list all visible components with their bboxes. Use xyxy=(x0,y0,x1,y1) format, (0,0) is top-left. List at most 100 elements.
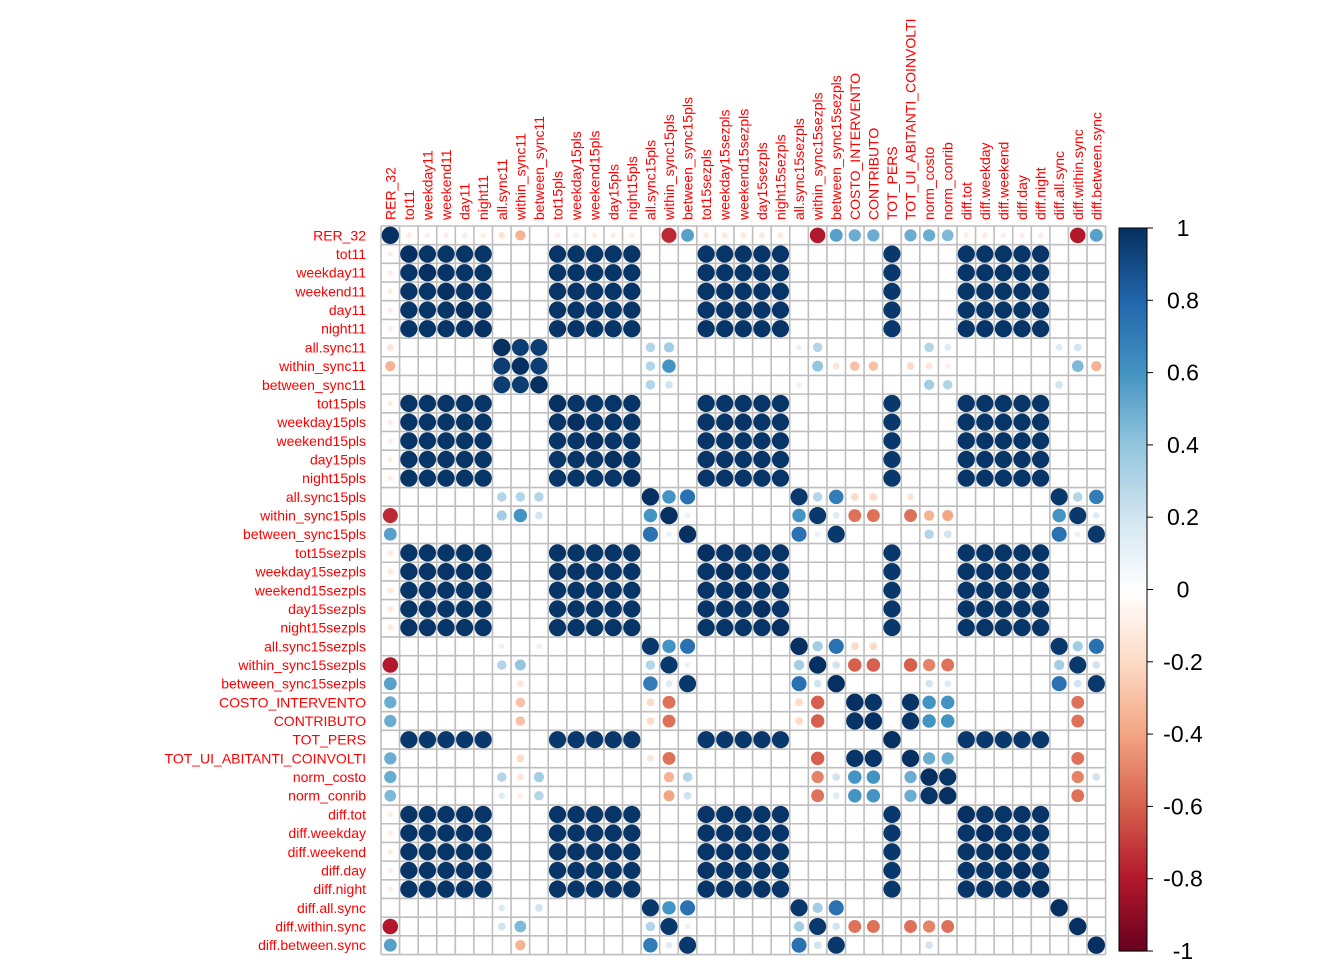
correlation-circle-all.sync11-night15pls xyxy=(630,345,634,350)
correlation-circle-diff.day-within_sync15sezpls xyxy=(816,868,820,873)
correlation-circles xyxy=(381,226,1106,954)
correlation-circle-diff.day-night15pls xyxy=(623,861,641,880)
row-label-day15pls: day15pls xyxy=(310,452,366,468)
correlation-circle-night15pls-weekday11 xyxy=(418,469,437,487)
correlation-circle-day15sezpls-diff.weekday xyxy=(976,600,994,618)
correlation-circle-diff.within.sync-tot11 xyxy=(407,924,411,929)
column-label-CONTRIBUTO: CONTRIBUTO xyxy=(865,128,881,220)
correlation-circle-weekday11-diff.weekend xyxy=(994,264,1013,282)
correlation-circle-weekday15pls-tot15sezpls xyxy=(697,413,715,431)
colorbar-segment xyxy=(1119,875,1147,880)
correlation-circle-weekday15sezpls-all.sync15sezpls xyxy=(797,569,801,574)
colorbar-segment xyxy=(1119,618,1147,623)
correlation-circle-CONTRIBUTO-all.sync11 xyxy=(500,719,504,723)
column-label-night15sezpls: night15sezpls xyxy=(772,134,788,220)
colorbar-segment xyxy=(1119,249,1147,254)
correlation-circle-tot11-night11 xyxy=(474,245,492,263)
colorbar-segment xyxy=(1119,596,1147,601)
correlation-circle-day15pls-diff.night xyxy=(1031,450,1050,469)
correlation-circle-diff.weekday-diff.all.sync xyxy=(1057,831,1061,835)
column-label-weekday15sezpls: weekday15sezpls xyxy=(717,109,733,221)
correlation-circle-day11-tot15pls xyxy=(548,301,567,319)
correlation-circle-diff.between.sync-night15pls xyxy=(630,943,634,947)
correlation-circle-CONTRIBUTO-norm_costo xyxy=(922,714,936,728)
correlation-circle-between_sync15sezpls-diff.all.sync xyxy=(1051,676,1067,692)
correlation-circle-between_sync15sezpls-between_sync15pls xyxy=(679,675,697,693)
correlation-circle-weekend11-diff.night xyxy=(1031,282,1050,300)
correlation-circle-TOT_UI_ABITANTI_COINVOLTI-diff.between.sync xyxy=(1094,756,1098,760)
correlation-circle-weekday15pls-diff.day xyxy=(1013,413,1031,431)
correlation-circle-tot15sezpls-weekend15pls xyxy=(586,544,604,562)
correlation-circle-within_sync11-day15sezpls xyxy=(760,364,764,368)
correlation-circle-night15pls-tot15pls xyxy=(548,469,567,487)
colorbar-segment xyxy=(1119,600,1147,605)
correlation-circle-all.sync15pls-diff.weekday xyxy=(983,495,987,499)
correlation-circle-weekend15pls-tot15pls xyxy=(548,432,567,450)
correlation-circle-tot15sezpls-norm_costo xyxy=(927,551,931,555)
column-label-TOT_UI_ABITANTI_COINVOLTI: TOT_UI_ABITANTI_COINVOLTI xyxy=(903,19,919,220)
correlation-circle-weekday11-tot15pls xyxy=(548,264,567,282)
correlation-circle-diff.within.sync-between_sync15pls xyxy=(684,923,691,930)
correlation-circle-weekday11-night11 xyxy=(474,264,492,282)
correlation-circle-COSTO_INTERVENTO-within_sync15sezpls xyxy=(810,695,825,710)
correlation-circle-within_sync15sezpls-norm_conrib xyxy=(941,658,955,672)
correlation-circle-all.sync15sezpls-diff.between.sync xyxy=(1088,638,1104,654)
correlation-circle-night15sezpls-diff.between.sync xyxy=(1094,626,1098,630)
correlation-circle-between_sync15sezpls-diff.weekday xyxy=(983,682,987,686)
correlation-circle-diff.tot-diff.tot xyxy=(957,805,975,824)
correlation-circle-diff.weekday-between_sync15sezpls xyxy=(834,831,838,835)
correlation-circle-diff.weekday-diff.weekend xyxy=(994,824,1013,842)
correlation-circle-weekday11-diff.tot xyxy=(957,264,975,282)
colorbar-segment xyxy=(1119,589,1147,594)
correlation-circle-diff.tot-diff.day xyxy=(1013,805,1031,824)
correlation-circle-TOT_PERS-diff.all.sync xyxy=(1057,738,1061,742)
colorbar-segment xyxy=(1119,755,1147,760)
colorbar-segment xyxy=(1119,376,1147,381)
colorbar-segment xyxy=(1119,228,1147,233)
colorbar-segment xyxy=(1119,752,1147,757)
correlation-circle-between_sync15sezpls-weekend11 xyxy=(444,682,448,686)
correlation-circle-norm_conrib-norm_conrib xyxy=(939,787,957,805)
correlation-circle-all.sync11-CONTRIBUTO xyxy=(871,345,875,350)
correlation-circle-diff.all.sync-RER_32 xyxy=(388,906,392,910)
correlation-circle-diff.within.sync-day15pls xyxy=(611,924,615,929)
correlation-circle-tot15sezpls-diff.tot xyxy=(957,544,975,562)
colorbar-segment xyxy=(1119,922,1147,927)
correlation-circle-TOT_UI_ABITANTI_COINVOLTI-day15pls xyxy=(611,756,615,760)
column-label-between_sync11: between_sync11 xyxy=(531,116,547,220)
correlation-circle-night15pls-diff.all.sync xyxy=(1057,476,1061,480)
correlation-circle-diff.night-COSTO_INTERVENTO xyxy=(853,887,857,891)
correlation-circle-day11-all.sync15pls xyxy=(648,308,653,312)
correlation-circle-between_sync15sezpls-within_sync11 xyxy=(516,680,524,688)
correlation-circle-all.sync11-within_sync15sezpls xyxy=(812,342,823,353)
correlation-circle-weekend15pls-within_sync11 xyxy=(518,439,522,443)
correlation-circle-all.sync15pls-diff.all.sync xyxy=(1050,488,1068,506)
correlation-circle-within_sync11-night15sezpls xyxy=(778,364,783,368)
correlation-circle-diff.tot-TOT_UI_ABITANTI_COINVOLTI xyxy=(908,812,913,817)
correlation-circle-diff.weekday-night15pls xyxy=(623,824,641,842)
correlation-circle-diff.tot-norm_costo xyxy=(927,812,931,817)
correlation-circle-between_sync15sezpls-night15sezpls xyxy=(778,682,783,686)
row-label-diff.weekend: diff.weekend xyxy=(288,844,366,860)
correlation-circle-diff.all.sync-norm_costo xyxy=(927,906,931,910)
correlation-circle-weekday15pls-weekday15pls xyxy=(567,413,585,431)
correlation-circle-between_sync11-weekend15sezpls xyxy=(741,383,745,387)
correlation-circle-weekend11-norm_costo xyxy=(927,289,931,293)
correlation-circle-TOT_PERS-weekday15sezpls xyxy=(716,731,734,749)
correlation-circle-diff.within.sync-RER_32 xyxy=(382,918,399,935)
correlation-circle-norm_costo-night11 xyxy=(481,775,485,779)
correlation-circle-night15pls-TOT_UI_ABITANTI_COINVOLTI xyxy=(908,476,913,480)
correlation-circle-day15pls-CONTRIBUTO xyxy=(871,457,875,462)
correlation-circle-tot15pls-day15sezpls xyxy=(753,394,771,413)
correlation-circle-weekend11-TOT_UI_ABITANTI_COINVOLTI xyxy=(908,289,913,293)
correlation-circle-diff.all.sync-night11 xyxy=(481,906,485,910)
correlation-circle-between_sync11-weekday15sezpls xyxy=(723,383,727,387)
correlation-circle-RER_32-between_sync11 xyxy=(537,233,541,237)
correlation-circle-within_sync15sezpls-COSTO_INTERVENTO xyxy=(848,658,862,672)
correlation-circle-diff.between.sync-diff.day xyxy=(1020,943,1024,947)
correlation-circle-TOT_UI_ABITANTI_COINVOLTI-within_sync15pls xyxy=(662,751,676,765)
correlation-circle-weekday15pls-all.sync11 xyxy=(500,420,504,424)
correlation-circle-CONTRIBUTO-within_sync11 xyxy=(515,716,526,726)
correlation-circle-diff.all.sync-between_sync15pls xyxy=(680,900,696,916)
colorbar-segment xyxy=(1119,636,1147,641)
